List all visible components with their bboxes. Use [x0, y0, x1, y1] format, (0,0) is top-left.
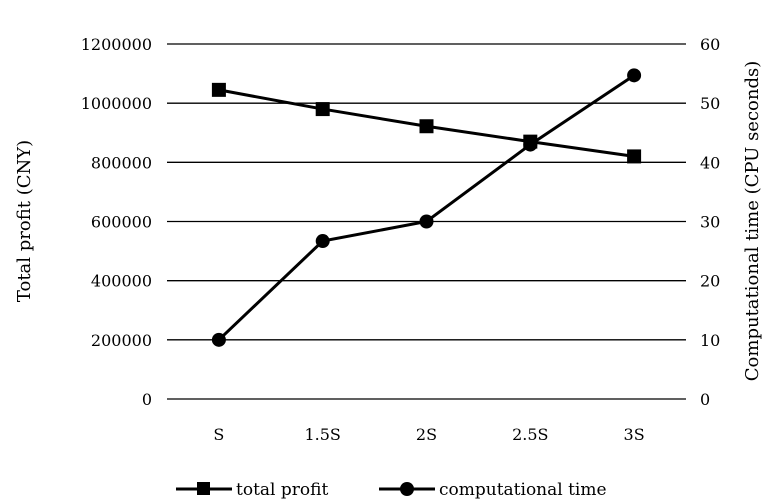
data-point-total-profit [419, 119, 434, 134]
right-tick-label: 40 [700, 153, 720, 172]
right-tick-label: 30 [700, 213, 720, 232]
x-axis-ticks: S 1.5S 2S 2.5S 3S [213, 425, 644, 444]
left-tick-label: 0 [142, 390, 152, 409]
left-tick-label: 600000 [91, 213, 152, 232]
left-tick-label: 1000000 [81, 94, 152, 113]
data-point-computational-time [523, 137, 538, 152]
series-lines [211, 68, 642, 347]
data-point-total-profit [627, 149, 642, 164]
right-tick-label: 0 [700, 390, 710, 409]
legend-item-computational-time: computational time [379, 480, 607, 500]
x-tick-label: 1.5S [304, 425, 340, 444]
data-point-total-profit [211, 82, 226, 97]
x-tick-label: 3S [624, 425, 645, 444]
legend: total profit computational time [176, 480, 607, 500]
square-marker-icon [197, 482, 210, 495]
data-point-computational-time [315, 234, 330, 249]
gridlines [167, 43, 686, 400]
left-axis-ticks: 0 200000 400000 600000 800000 1000000 1200000 [81, 35, 152, 409]
left-tick-label: 1200000 [81, 35, 152, 54]
right-tick-label: 10 [700, 331, 720, 350]
x-tick-label: 2S [416, 425, 437, 444]
legend-item-total-profit: total profit [176, 480, 328, 500]
data-point-computational-time [419, 214, 434, 229]
right-tick-label: 20 [700, 272, 720, 291]
data-point-computational-time [627, 68, 642, 83]
right-axis-title: Computational time (CPU seconds) [742, 61, 763, 381]
right-axis-ticks: 0 10 20 30 40 50 60 [700, 35, 720, 409]
right-tick-label: 60 [700, 35, 720, 54]
circle-marker-icon [400, 482, 414, 496]
legend-label-computational-time: computational time [439, 480, 607, 500]
left-tick-label: 800000 [91, 153, 152, 172]
right-tick-label: 50 [700, 94, 720, 113]
left-tick-label: 400000 [91, 272, 152, 291]
series-line-computational-time [217, 74, 635, 341]
legend-label-total-profit: total profit [236, 480, 328, 500]
left-axis-title: Total profit (CNY) [14, 140, 35, 302]
x-tick-label: S [213, 425, 224, 444]
data-point-total-profit [315, 102, 330, 117]
left-tick-label: 200000 [91, 331, 152, 350]
data-point-computational-time [211, 332, 226, 347]
x-tick-label: 2.5S [512, 425, 548, 444]
